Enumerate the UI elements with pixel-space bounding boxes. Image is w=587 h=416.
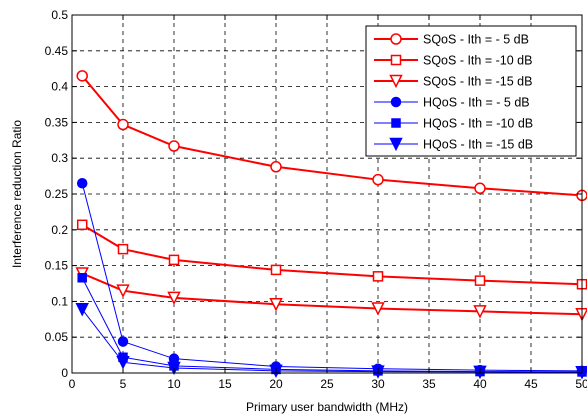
y-tick-label: 0.45 xyxy=(45,44,69,58)
y-tick-label: 0.4 xyxy=(51,80,68,94)
x-tick-label: 50 xyxy=(575,377,587,391)
legend-entry: HQoS - Ith = -15 dB xyxy=(374,138,533,152)
legend-entry: HQoS - Ith = -10 dB xyxy=(374,117,533,131)
series-6 xyxy=(75,303,587,380)
x-tick-label: 30 xyxy=(371,377,385,391)
series-1 xyxy=(76,70,587,202)
y-tick-label: 0.1 xyxy=(51,294,68,308)
data-point xyxy=(117,336,129,347)
data-point xyxy=(270,161,282,173)
x-tick-label: 10 xyxy=(167,377,181,391)
data-point xyxy=(168,254,180,266)
legend-label: SQoS - Ith = - 5 dB xyxy=(423,33,529,47)
data-point xyxy=(473,305,487,319)
y-axis-label: Interference reduction Ratio xyxy=(10,120,24,268)
legend-marker xyxy=(389,137,403,152)
data-point xyxy=(474,182,486,195)
data-point xyxy=(75,303,89,317)
legend-marker xyxy=(391,118,401,128)
legend-label: HQoS - Ith = -10 dB xyxy=(423,117,533,131)
x-tick-label: 35 xyxy=(422,377,436,391)
y-tick-label: 0.5 xyxy=(51,8,68,22)
data-point xyxy=(167,361,181,376)
data-point xyxy=(77,273,87,283)
x-tick-label: 45 xyxy=(524,377,538,391)
data-point xyxy=(270,264,282,276)
x-tick-label: 5 xyxy=(120,377,127,391)
data-point xyxy=(371,302,385,316)
legend-entry: HQoS - Ith = - 5 dB xyxy=(374,96,530,110)
data-point xyxy=(117,118,129,131)
legend-label: HQoS - Ith = -15 dB xyxy=(423,138,533,152)
legend-marker xyxy=(390,54,402,66)
x-axis-label: Primary user bandwidth (MHz) xyxy=(246,400,408,414)
series-2 xyxy=(76,219,587,290)
data-point xyxy=(116,284,130,298)
data-point xyxy=(76,178,88,189)
legend-entry: SQoS - Ith = - 5 dB xyxy=(374,33,529,47)
y-tick-label: 0.15 xyxy=(45,259,69,273)
data-point xyxy=(76,70,88,82)
data-point xyxy=(269,298,283,312)
data-point xyxy=(372,271,384,282)
legend-box xyxy=(365,25,577,157)
y-tick-label: 0.3 xyxy=(51,151,68,165)
legend: SQoS - Ith = - 5 dB SQoS - Ith = -10 dB SQ… xyxy=(365,25,577,157)
legend-entry: SQoS - Ith = -10 dB xyxy=(374,54,532,68)
y-tick-label: 0.35 xyxy=(45,115,69,129)
x-tick-label: 0 xyxy=(69,377,76,391)
x-tick-label: 15 xyxy=(218,377,232,391)
legend-entry: SQoS - Ith = -15 dB xyxy=(374,75,532,89)
legend-marker xyxy=(389,74,403,89)
legend-label: SQoS - Ith = -15 dB xyxy=(423,75,532,89)
legend-marker xyxy=(390,96,402,108)
data-point xyxy=(474,275,486,286)
axis-ticks: 0 5 10 15 20 25 30 35 40 45 50 0 0.05 0.1 0.15 0.2 0.25 0… xyxy=(45,8,587,391)
y-tick-label: 0.05 xyxy=(45,330,69,344)
x-tick-label: 40 xyxy=(473,377,487,391)
data-point xyxy=(116,356,130,370)
x-tick-label: 20 xyxy=(269,377,283,391)
data-point xyxy=(117,243,129,255)
x-tick-label: 25 xyxy=(320,377,334,391)
legend-label: SQoS - Ith = -10 dB xyxy=(423,54,532,68)
legend-label: HQoS - Ith = - 5 dB xyxy=(423,96,530,110)
data-point xyxy=(167,291,181,305)
y-tick-label: 0.2 xyxy=(51,223,68,237)
y-tick-label: 0 xyxy=(61,366,68,380)
data-point xyxy=(76,219,88,231)
y-tick-label: 0.25 xyxy=(45,187,69,201)
legend-marker xyxy=(390,33,402,45)
data-point xyxy=(168,140,180,152)
data-point xyxy=(372,173,384,186)
